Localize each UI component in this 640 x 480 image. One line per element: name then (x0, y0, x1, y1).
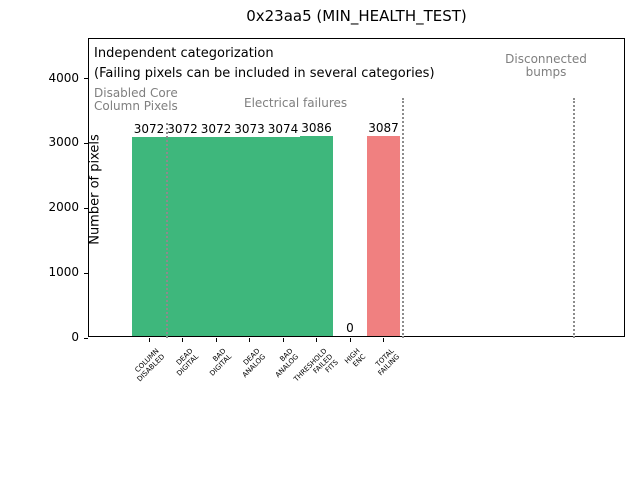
bar-value-label: 3072 (200, 121, 232, 136)
x-tick (148, 338, 150, 342)
bar-value-label: 3087 (368, 120, 399, 135)
group-label-disconnected-bumps: Disconnected bumps (505, 52, 587, 79)
bar (232, 136, 267, 336)
annotation-note-line1: Independent categorization (94, 46, 274, 61)
x-tick (249, 338, 250, 342)
bar-value-label: 3073 (234, 121, 265, 136)
group-separator-line (165, 123, 168, 338)
y-tick (84, 142, 88, 144)
annotation-note-line2: (Failing pixels can be included in sever… (94, 66, 435, 81)
y-tick-label: 0 (71, 330, 79, 344)
bar (266, 136, 300, 336)
bar-value-label: 3086 (301, 120, 332, 135)
bar (132, 136, 166, 336)
group-separator-line (573, 98, 575, 338)
group-label-electrical-failures: Electrical failures (244, 96, 348, 110)
bar (299, 135, 334, 336)
bar-value-label: 3072 (133, 121, 165, 136)
group-separator-line (402, 98, 404, 338)
bar-value-label: 0 (346, 321, 354, 335)
y-axis-label: Number of pixels (87, 134, 103, 245)
bar (366, 135, 401, 336)
x-tick (316, 338, 317, 342)
x-tick (182, 338, 183, 342)
y-tick (84, 337, 88, 339)
bar (199, 136, 233, 336)
y-tick-label: 3000 (48, 135, 79, 150)
bar (165, 136, 200, 336)
x-tick (215, 338, 217, 342)
y-tick (84, 207, 88, 209)
x-tick (383, 338, 384, 342)
y-tick-label: 2000 (48, 200, 79, 215)
x-tick (282, 338, 284, 342)
group-label-disabled-core-column-pixels: Disabled Core Column Pixels (94, 86, 178, 113)
plot-area: Number of pixels Independent categorizat… (48, 38, 625, 383)
bar-value-label: 3072 (167, 121, 198, 136)
y-tick-label: 1000 (48, 265, 79, 280)
x-tick (349, 338, 351, 342)
chart-title: 0x23aa5 (MIN_HEALTH_TEST) (246, 7, 467, 25)
y-tick-label: 4000 (48, 70, 79, 85)
bar-value-label: 3074 (267, 121, 299, 136)
y-tick (84, 272, 88, 274)
y-tick (84, 78, 88, 79)
